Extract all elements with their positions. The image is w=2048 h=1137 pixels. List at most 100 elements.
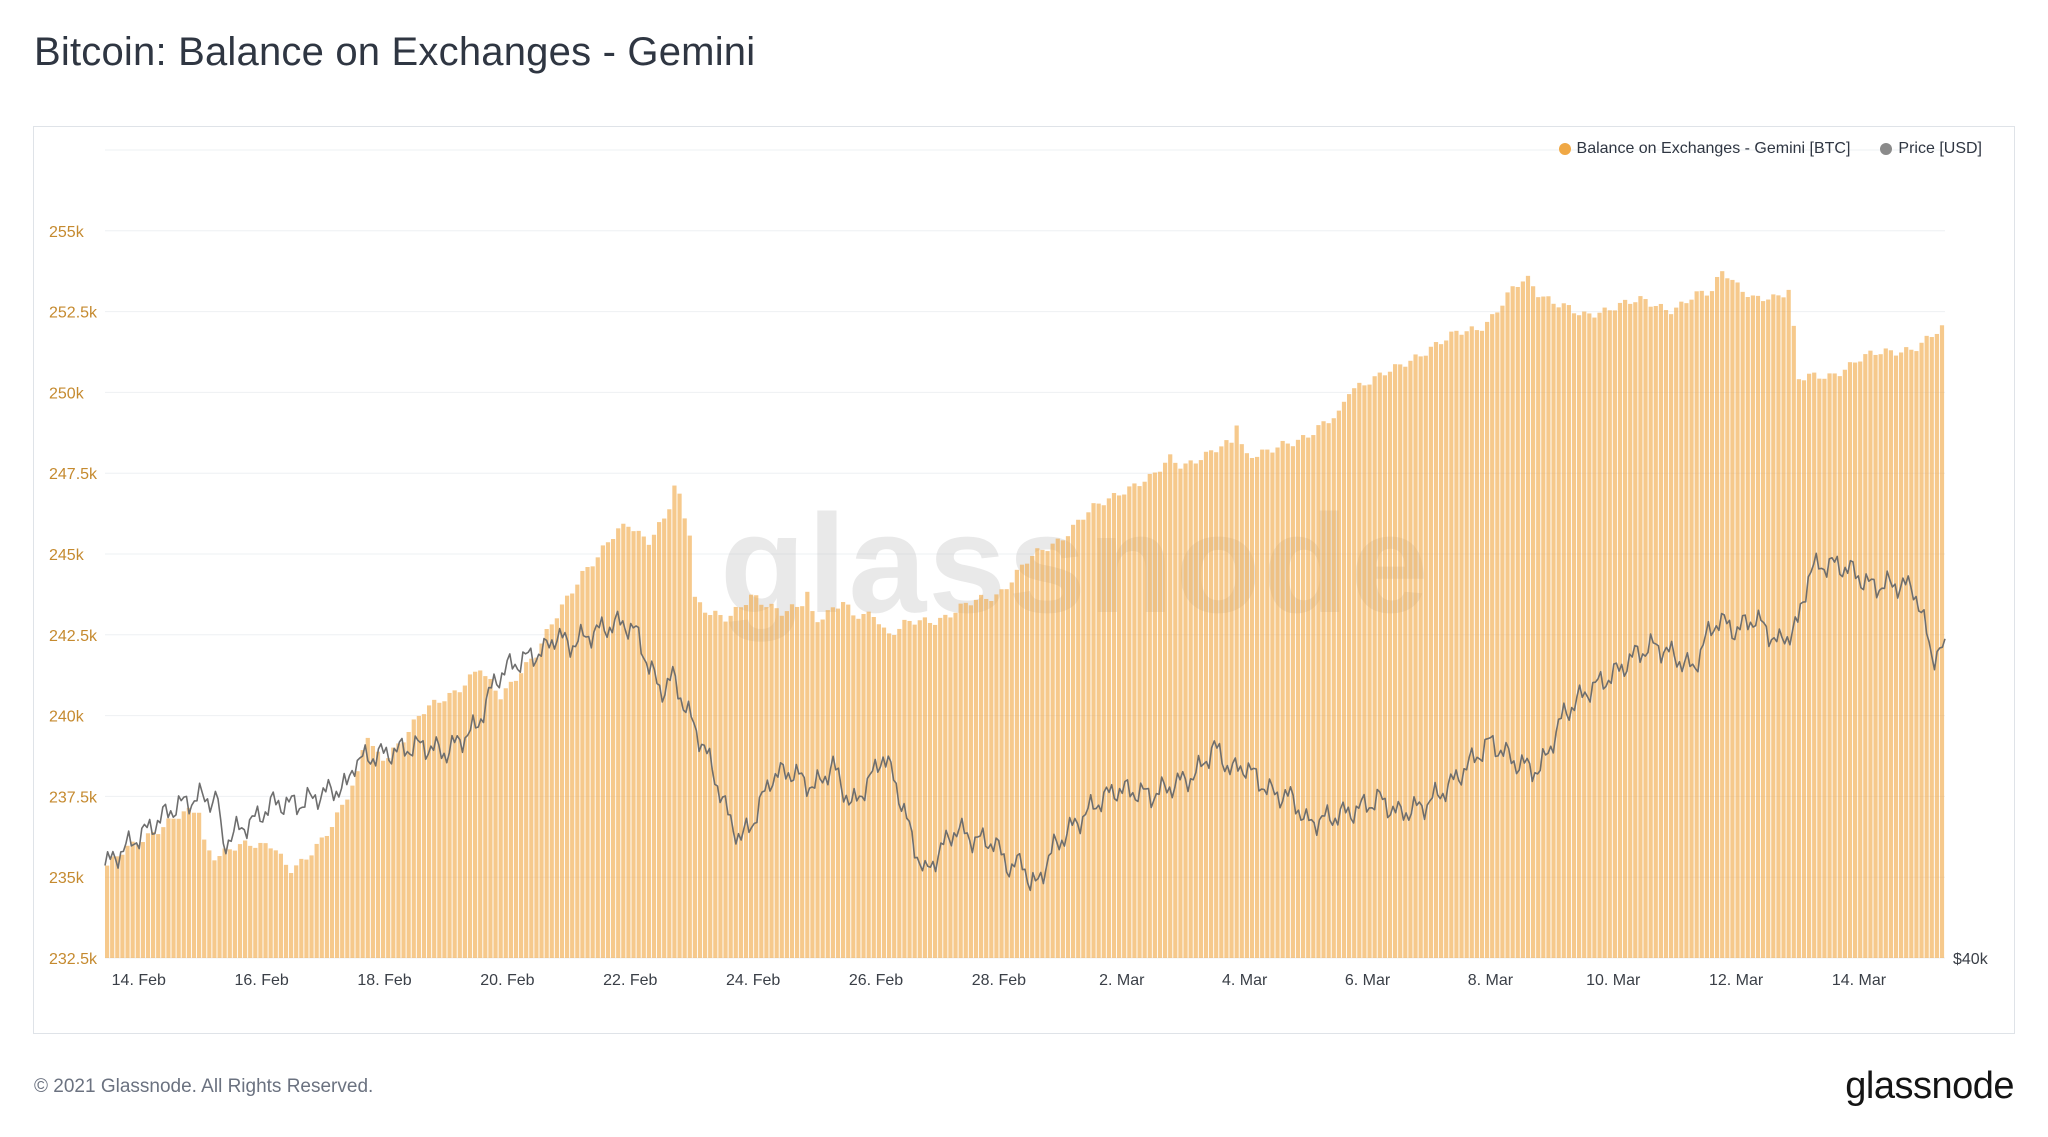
balance-bar bbox=[1551, 303, 1556, 958]
balance-bar bbox=[846, 604, 851, 958]
x-axis-tick: 6. Mar bbox=[1345, 972, 1391, 989]
balance-bar bbox=[1393, 364, 1398, 958]
balance-bar bbox=[519, 673, 524, 958]
balance-bar bbox=[212, 860, 217, 958]
balance-bar bbox=[1766, 299, 1771, 958]
balance-bar bbox=[1244, 453, 1249, 958]
balance-bar bbox=[692, 596, 697, 958]
balance-bar bbox=[1643, 299, 1648, 958]
balance-bar bbox=[1045, 551, 1050, 958]
left-axis-tick: 255k bbox=[49, 224, 85, 241]
balance-bar bbox=[779, 615, 784, 958]
balance-bar bbox=[641, 536, 646, 958]
balance-bar bbox=[815, 622, 820, 958]
balance-bar bbox=[1561, 303, 1566, 958]
balance-bar bbox=[1536, 297, 1541, 958]
balance-bar bbox=[314, 843, 319, 958]
x-axis-tick: 24. Feb bbox=[726, 972, 780, 989]
balance-bar bbox=[202, 839, 207, 958]
balance-bar bbox=[1147, 473, 1152, 958]
balance-bar bbox=[1735, 282, 1740, 959]
legend-item-price[interactable]: Price [USD] bbox=[1880, 140, 1982, 158]
balance-bar bbox=[585, 567, 590, 958]
balance-bar bbox=[381, 760, 386, 958]
balance-bar bbox=[1689, 299, 1694, 958]
balance-bar bbox=[1454, 330, 1459, 958]
balance-bar bbox=[1403, 366, 1408, 959]
balance-bar bbox=[467, 674, 473, 958]
balance-bar bbox=[1249, 457, 1255, 958]
balance-bar bbox=[667, 509, 672, 958]
balance-bar bbox=[1883, 348, 1888, 959]
glassnode-logo[interactable]: glassnode bbox=[1845, 1065, 2014, 1107]
balance-bar bbox=[1357, 382, 1362, 958]
legend-item-balance[interactable]: Balance on Exchanges - Gemini [BTC] bbox=[1558, 140, 1850, 158]
balance-bar bbox=[1847, 362, 1853, 958]
balance-bar bbox=[570, 593, 575, 958]
balance-bar bbox=[682, 518, 687, 958]
balance-bar bbox=[1781, 297, 1786, 959]
chart-title: Bitcoin: Balance on Exchanges - Gemini bbox=[34, 30, 756, 74]
balance-bar bbox=[984, 598, 989, 958]
balance-bar bbox=[294, 865, 299, 958]
balance-bar bbox=[1873, 354, 1878, 958]
balance-bar bbox=[151, 832, 156, 958]
balance-bar bbox=[1224, 440, 1229, 959]
balance-bar bbox=[646, 544, 651, 958]
balance-bar bbox=[697, 602, 703, 958]
balance-bar bbox=[999, 589, 1004, 958]
balance-bar bbox=[258, 842, 263, 958]
balance-bar bbox=[856, 618, 861, 958]
balance-bar bbox=[427, 705, 432, 958]
balance-bar bbox=[539, 643, 544, 958]
balance-bar bbox=[1730, 279, 1735, 958]
balance-bar bbox=[1295, 439, 1301, 959]
balance-bar bbox=[1019, 564, 1025, 958]
balance-bar bbox=[1137, 486, 1142, 958]
balance-bar bbox=[968, 605, 973, 958]
balance-bar bbox=[989, 601, 994, 958]
balance-bar bbox=[370, 745, 375, 958]
balance-bar bbox=[401, 742, 406, 958]
balance-bar bbox=[1096, 503, 1101, 958]
balance-bar bbox=[718, 615, 723, 958]
balance-bar bbox=[1909, 349, 1914, 958]
balance-bar bbox=[120, 854, 125, 958]
balance-bar bbox=[1587, 313, 1592, 958]
balance-bar bbox=[304, 859, 309, 958]
balance-bar bbox=[1592, 317, 1597, 958]
balance-bar bbox=[1398, 364, 1403, 958]
balance-bar bbox=[830, 607, 835, 958]
balance-bar bbox=[902, 619, 907, 958]
left-axis-tick: 237.5k bbox=[49, 789, 98, 806]
balance-bar bbox=[289, 873, 294, 958]
balance-bar bbox=[1919, 342, 1924, 958]
balance-bar bbox=[1285, 443, 1290, 958]
balance-bar bbox=[217, 856, 222, 958]
balance-bar bbox=[421, 714, 427, 958]
balance-bar bbox=[1761, 301, 1766, 959]
balance-bar bbox=[841, 602, 846, 958]
balance-bar bbox=[1060, 540, 1065, 958]
balance-bar bbox=[1382, 375, 1387, 958]
balance-bar bbox=[1030, 556, 1035, 958]
balance-bar bbox=[1490, 314, 1495, 958]
balance-bar bbox=[907, 620, 912, 958]
price-series bbox=[104, 552, 1946, 892]
balance-bar bbox=[1684, 303, 1689, 958]
balance-bar bbox=[677, 493, 682, 958]
balance-bar bbox=[554, 618, 559, 958]
balance-bar bbox=[1168, 454, 1173, 958]
balance-bar bbox=[651, 534, 657, 958]
balance-bar bbox=[621, 523, 626, 958]
balance-bar bbox=[958, 603, 963, 958]
balance-bar bbox=[881, 627, 887, 958]
balance-bar bbox=[1122, 494, 1127, 958]
balance-bar bbox=[1183, 463, 1188, 958]
balance-bar bbox=[1648, 306, 1653, 958]
balance-bar bbox=[1025, 563, 1030, 958]
balance-bar bbox=[933, 624, 938, 958]
x-axis-tick: 2. Mar bbox=[1099, 972, 1145, 989]
balance-bar bbox=[595, 557, 600, 958]
balance-bar bbox=[1796, 379, 1801, 958]
